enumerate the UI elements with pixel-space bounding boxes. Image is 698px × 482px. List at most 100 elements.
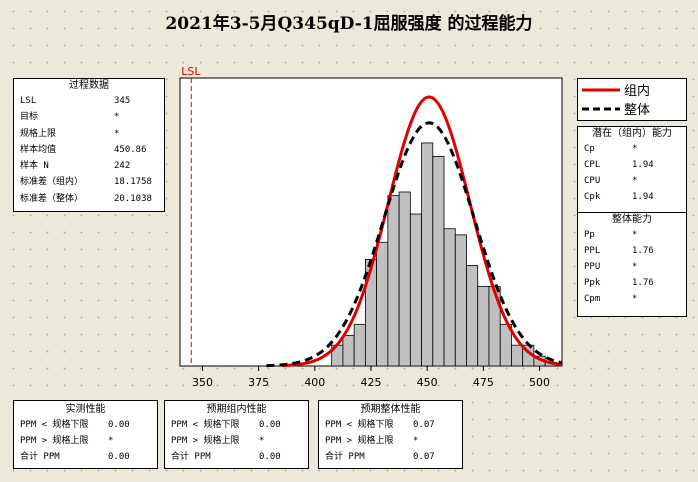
histogram-bar — [376, 241, 389, 367]
chart-title: 2021年3-5月Q345qD-1屈服强度 的过程能力 — [165, 14, 533, 34]
process-data-row: 规格上限 * — [14, 126, 164, 142]
overall-capability-value: 1.76 — [632, 246, 654, 256]
x-tick-label: 500 — [529, 376, 550, 389]
process-data-box: 过程数据 LSL 345 目标 * 规格上限 * 样本均值 450.86 样本 N 242 标准差（… — [13, 78, 165, 212]
potential-capability-label: CPU — [584, 176, 601, 186]
observed-performance-box: 实测性能 PPM < 规格下限 0.00 PPM > 规格上限 * 合计 PPM 0.00 — [13, 400, 158, 469]
expected-overall-performance-row: PPM < 规格下限 0.07 — [319, 417, 462, 433]
expected-within-performance-value: 0.00 — [259, 420, 281, 430]
histogram-bar — [409, 213, 422, 367]
legend-label: 组内 — [624, 84, 651, 99]
x-axis: 350 375 400 425 450 475 500 — [192, 366, 550, 389]
observed-performance-rows: PPM < 规格下限 0.00 PPM > 规格上限 * 合计 PPM 0.00 — [14, 417, 157, 465]
potential-capability-row: Cp * — [578, 141, 686, 157]
expected-overall-performance-header: 预期整体性能 — [360, 404, 421, 415]
potential-capability-row: CPL 1.94 — [578, 157, 686, 173]
overall-capability-value: * — [632, 230, 638, 240]
expected-overall-performance-row: PPM > 规格上限 * — [319, 433, 462, 449]
process-data-label: 目标 — [20, 112, 39, 123]
histogram-bar — [477, 285, 490, 367]
observed-performance-label: 合计 PPM — [20, 452, 60, 462]
observed-performance-value: 0.00 — [108, 452, 130, 462]
overall-capability-label: Pp — [584, 230, 595, 240]
expected-within-performance-box: 预期组内性能 PPM < 规格下限 0.00 PPM > 规格上限 * 合计 PPM 0.… — [164, 400, 309, 469]
process-data-label: 标准差（组内） — [20, 177, 84, 188]
histogram-bar — [466, 265, 479, 367]
process-data-value: 450.86 — [114, 144, 147, 155]
legend-label: 整体 — [624, 103, 651, 118]
histogram-bar — [454, 234, 467, 367]
potential-capability-value: 1.94 — [632, 192, 654, 202]
within-normal-curve — [282, 95, 563, 368]
x-tick-label: 350 — [192, 376, 213, 389]
legend-item: 整体 — [578, 98, 686, 118]
process-data-label: 样本均值 — [20, 144, 57, 155]
x-tick-label: 475 — [473, 376, 494, 389]
expected-overall-performance-rows: PPM < 规格下限 0.07 PPM > 规格上限 * 合计 PPM 0.07 — [319, 417, 462, 465]
histogram-bar — [342, 334, 355, 367]
histogram-bar — [511, 344, 524, 367]
overall-capability-label: PPU — [584, 262, 601, 272]
process-data-row: LSL 345 — [14, 93, 164, 109]
expected-within-performance-row: PPM > 规格上限 * — [165, 433, 308, 449]
observed-performance-label: PPM > 规格上限 — [20, 436, 89, 446]
potential-capability-value: * — [632, 144, 638, 154]
x-tick-label: 400 — [304, 376, 325, 389]
legend-rows: 组内 整体 — [578, 79, 686, 118]
overall-capability-rows: Pp * PPL 1.76 PPU * Ppk 1.76 Cpm * — [578, 227, 686, 307]
process-data-label: 标准差（整体） — [20, 193, 84, 204]
observed-performance-value: * — [108, 436, 114, 446]
process-data-label: LSL — [20, 96, 37, 106]
process-data-value: 18.1758 — [114, 177, 152, 188]
expected-overall-performance-label: 合计 PPM — [325, 452, 365, 462]
x-tick-label: 450 — [417, 376, 438, 389]
overall-capability-row: Pp * — [578, 227, 686, 243]
overall-capability-label: PPL — [584, 246, 601, 256]
overall-capability-label: Ppk — [584, 278, 601, 288]
histogram-bar — [421, 142, 434, 367]
observed-performance-row: PPM > 规格上限 * — [14, 433, 157, 449]
overall-capability-box: 整体能力 Pp * PPL 1.76 PPU * Ppk 1.76 Cpm * — [577, 212, 687, 317]
process-data-label: 样本 N — [20, 161, 49, 172]
expected-overall-performance-row: 合计 PPM 0.07 — [319, 449, 462, 465]
process-data-value: * — [114, 112, 120, 123]
overall-capability-value: * — [632, 294, 638, 304]
histogram-bar — [353, 323, 366, 367]
potential-capability-label: Cpk — [584, 192, 601, 202]
process-data-row: 标准差（整体） 20.1038 — [14, 191, 164, 207]
process-data-value: 345 — [114, 96, 131, 106]
expected-overall-performance-label: PPM > 规格上限 — [325, 436, 394, 446]
histogram-bar — [432, 156, 445, 367]
overall-capability-row: PPL 1.76 — [578, 243, 686, 259]
observed-performance-row: PPM < 规格下限 0.00 — [14, 417, 157, 433]
process-data-label: 规格上限 — [20, 128, 57, 139]
observed-performance-value: 0.00 — [108, 420, 130, 430]
process-data-row: 目标 * — [14, 109, 164, 125]
observed-performance-label: PPM < 规格下限 — [20, 420, 89, 430]
potential-capability-header: 潜在（组内）能力 — [592, 128, 672, 139]
lsl-label: LSL — [181, 65, 201, 78]
process-data-rows: LSL 345 目标 * 规格上限 * 样本均值 450.86 样本 N 242 标准差（组内） 18… — [14, 93, 164, 207]
expected-within-performance-value: * — [259, 436, 265, 446]
expected-within-performance-label: PPM < 规格下限 — [171, 420, 240, 430]
normal-curves — [266, 95, 563, 368]
overall-capability-row: Ppk 1.76 — [578, 275, 686, 291]
overall-normal-curve — [266, 121, 563, 368]
observed-performance-header: 实测性能 — [65, 404, 106, 415]
process-data-row: 样本 N 242 — [14, 158, 164, 174]
overall-capability-row: PPU * — [578, 259, 686, 275]
overall-capability-header: 整体能力 — [612, 214, 652, 225]
expected-overall-performance-value: 0.07 — [413, 420, 435, 430]
expected-overall-performance-value: * — [413, 436, 419, 446]
potential-capability-box: 潜在（组内）能力 Cp * CPL 1.94 CPU * Cpk 1.94 — [577, 126, 687, 215]
process-data-row: 标准差（组内） 18.1758 — [14, 174, 164, 190]
overall-capability-value: 1.76 — [632, 278, 654, 288]
overall-capability-label: Cpm — [584, 294, 601, 304]
process-data-header: 过程数据 — [69, 80, 109, 91]
legend-item: 组内 — [578, 79, 686, 99]
potential-capability-row: Cpk 1.94 — [578, 189, 686, 205]
x-tick-label: 425 — [361, 376, 382, 389]
expected-overall-performance-box: 预期整体性能 PPM < 规格下限 0.07 PPM > 规格上限 * 合计 PPM 0.… — [318, 400, 463, 469]
expected-within-performance-header: 预期组内性能 — [206, 404, 267, 415]
